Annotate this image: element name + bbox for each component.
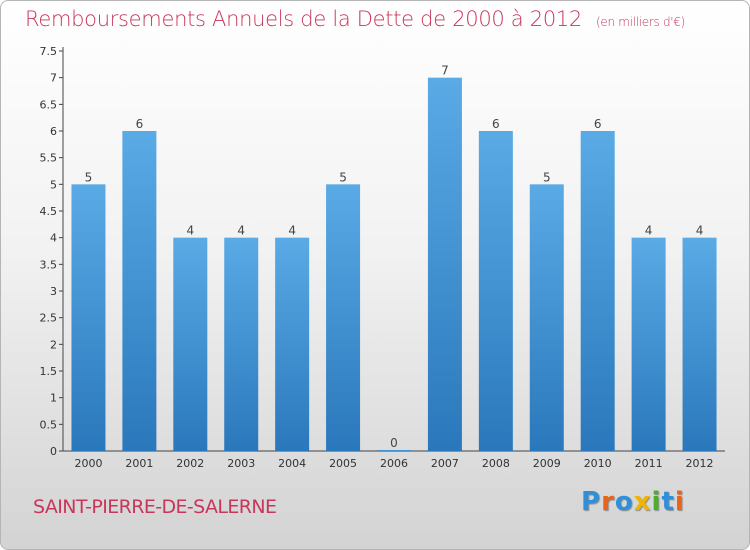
x-tick-label: 2010	[584, 457, 612, 470]
x-tick-label: 2003	[227, 457, 255, 470]
x-tick-label: 2012	[686, 457, 714, 470]
bar-2002	[173, 237, 208, 451]
y-axis: 0 0.5 1 1.5 2 2.5 3 3.5 4 4.5 5 5.5 6 6.5 7 7.5	[40, 45, 64, 458]
x-tick-label: 2007	[431, 457, 459, 470]
chart-title-text: Remboursements Annuels de la Dette de 20…	[25, 7, 582, 31]
data-label-2002: 4	[186, 224, 194, 238]
data-labels: 5 6 4 4 4 5 0 7 6 5 6 4 4	[85, 64, 704, 450]
y-tick-label: 0	[50, 445, 57, 458]
bar-2000	[71, 184, 106, 452]
data-label-2007: 7	[441, 64, 449, 78]
data-label-2009: 5	[543, 170, 551, 184]
logo-letter: P	[581, 487, 602, 517]
data-label-2003: 4	[237, 224, 245, 238]
logo-letter: i	[651, 487, 662, 517]
y-tick-label: 4.5	[40, 205, 58, 218]
bar-2010	[580, 131, 615, 451]
logo-letter: i	[674, 487, 685, 517]
x-tick-label: 2011	[635, 457, 663, 470]
proxiti-logo[interactable]: Proxiti	[581, 487, 685, 517]
y-tick-label: 6.5	[40, 98, 58, 111]
y-tick-label: 3	[50, 285, 57, 298]
bar-2008	[478, 131, 513, 451]
y-tick-label: 5.5	[40, 152, 58, 165]
commune-name: SAINT-PIERRE-DE-SALERNE	[33, 496, 277, 518]
logo-letter: x	[633, 487, 652, 517]
bar-2005	[326, 184, 361, 452]
logo-letter: t	[661, 487, 675, 517]
x-tick-label: 2008	[482, 457, 510, 470]
y-tick-label: 2.5	[40, 312, 58, 325]
data-label-2011: 4	[645, 224, 653, 238]
data-label-2001: 6	[136, 117, 144, 131]
x-tick-label: 2002	[176, 457, 204, 470]
y-tick-label: 5	[50, 178, 57, 191]
x-axis: 2000 2001 2002 2003 2004 2005 2006 2007 2008 2009…	[63, 450, 725, 470]
y-tick-label: 1	[50, 392, 57, 405]
x-tick-label: 2000	[74, 457, 102, 470]
data-label-2012: 4	[696, 224, 704, 238]
data-label-2005: 5	[339, 170, 347, 184]
chart-unit-note: (en milliers d'€)	[596, 15, 686, 29]
y-tick-label: 3.5	[40, 258, 58, 271]
x-tick-label: 2006	[380, 457, 408, 470]
chart-title: Remboursements Annuels de la Dette de 20…	[25, 7, 685, 31]
x-tick-label: 2001	[125, 457, 153, 470]
bar-2006	[377, 450, 411, 451]
data-label-2000: 5	[85, 170, 93, 184]
bar-2012	[682, 237, 717, 451]
bar-2004	[275, 237, 310, 451]
bar-2011	[631, 237, 666, 451]
x-tick-label: 2004	[278, 457, 306, 470]
logo-letter: o	[614, 487, 634, 517]
y-tick-label: 0.5	[40, 418, 58, 431]
bars	[71, 77, 717, 452]
logo-letter: r	[601, 487, 615, 517]
x-tick-label: 2009	[533, 457, 561, 470]
y-tick-label: 2	[50, 338, 57, 351]
y-tick-label: 4	[50, 232, 57, 245]
data-label-2004: 4	[288, 224, 296, 238]
data-label-2006: 0	[390, 436, 398, 450]
y-tick-label: 7.5	[40, 45, 58, 58]
data-label-2010: 6	[594, 117, 602, 131]
bar-2001	[122, 131, 157, 451]
y-tick-label: 6	[50, 125, 57, 138]
data-label-2008: 6	[492, 117, 500, 131]
bar-2007	[427, 77, 462, 452]
x-tick-label: 2005	[329, 457, 357, 470]
bar-2009	[529, 184, 564, 452]
bar-2003	[224, 237, 259, 451]
y-tick-label: 7	[50, 72, 57, 85]
y-tick-label: 1.5	[40, 365, 58, 378]
